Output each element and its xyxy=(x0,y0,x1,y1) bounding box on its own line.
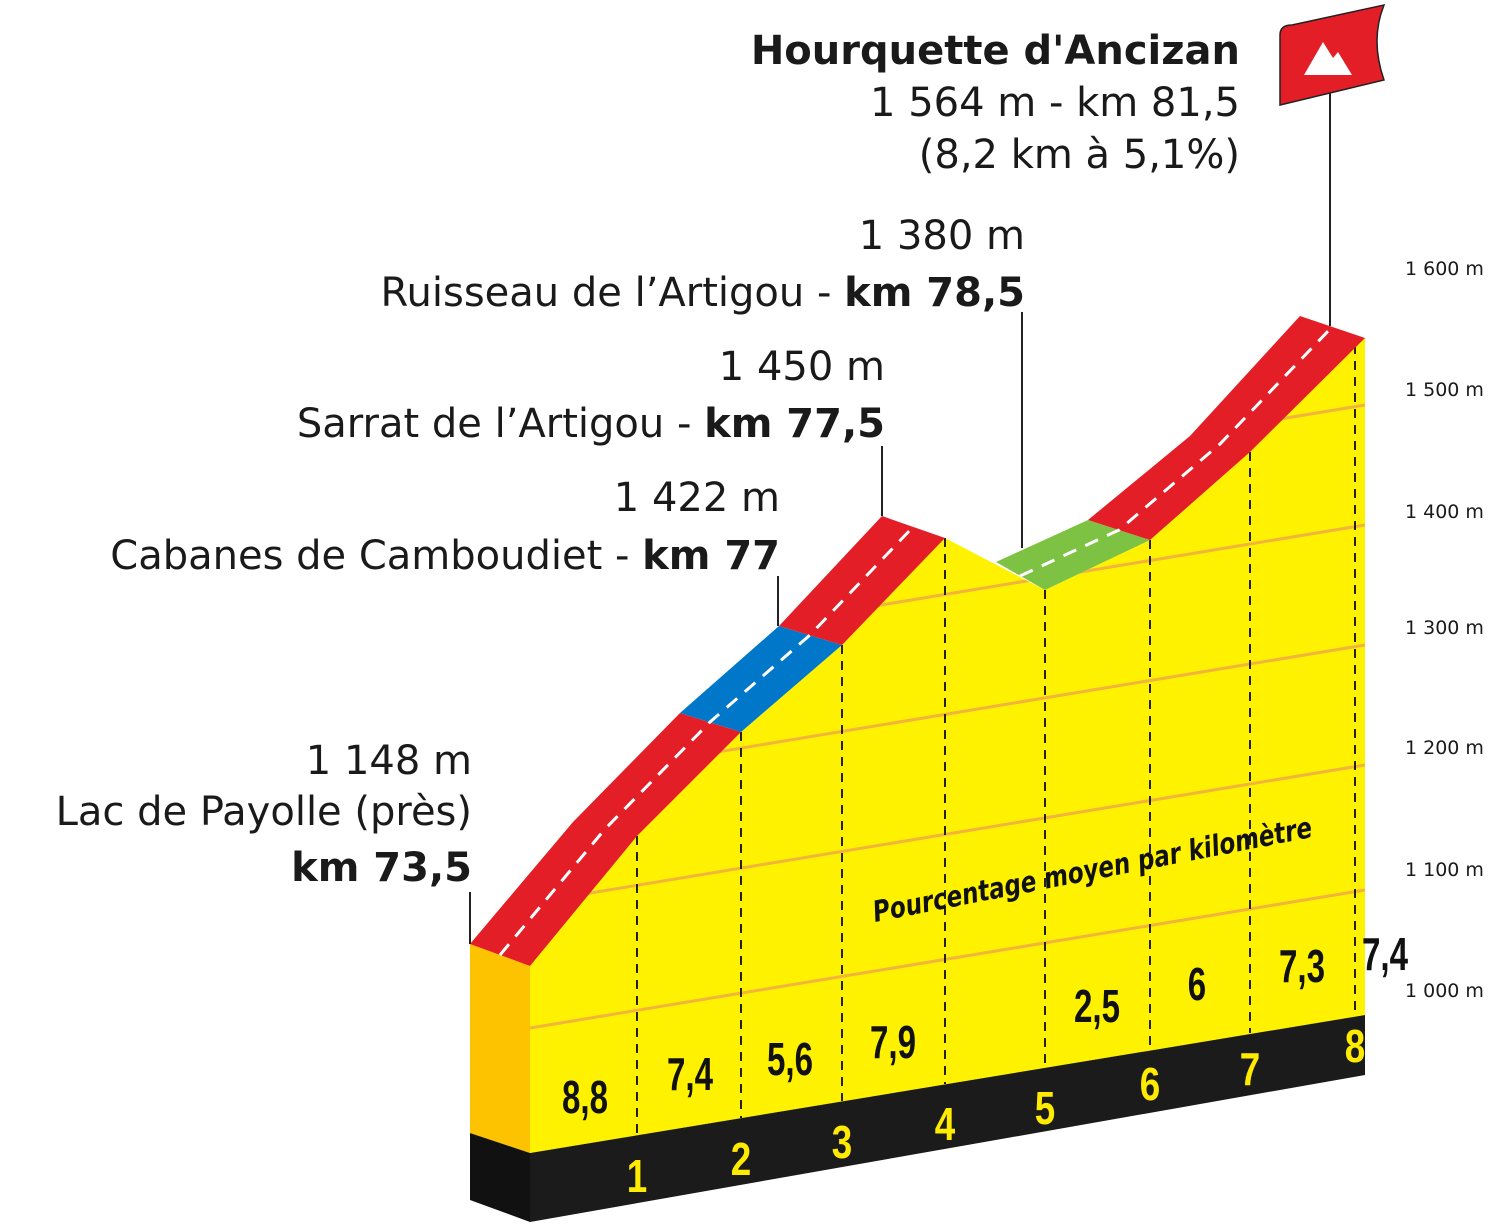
km-marker: 4 xyxy=(935,1098,955,1150)
altitude-label: 1 500 m xyxy=(1405,379,1484,401)
km-marker: 8 xyxy=(1345,1020,1365,1072)
gradient-value: 7,4 xyxy=(1362,930,1409,980)
summit-name: Hourquette d'Ancizan xyxy=(751,28,1240,74)
waypoint-name: Ruisseau de l’Artigou - xyxy=(381,270,845,316)
summit-flag xyxy=(1279,3,1386,106)
profile-face xyxy=(530,338,1365,1153)
gradient-value: 5,6 xyxy=(767,1035,813,1085)
dynamic-labels: 1 600 m 1 500 m 1 400 m 1 300 m 1 200 m 1 100… xyxy=(562,258,1484,1202)
waypoint-name: Cabanes de Camboudiet - xyxy=(110,533,642,579)
start-km: km 73,5 xyxy=(291,845,472,891)
waypoint-label: Sarrat de l’Artigou - km 77,5 xyxy=(297,401,885,447)
gradient-value: 7,9 xyxy=(870,1018,916,1068)
band-red xyxy=(1088,316,1365,540)
gradient-value: 7,3 xyxy=(1279,942,1325,992)
altitude-label: 1 400 m xyxy=(1405,501,1484,523)
gradient-value: 2,5 xyxy=(1074,982,1120,1032)
waypoint-km: km 77 xyxy=(642,533,780,579)
center-dash xyxy=(498,525,915,956)
altitude-label: 1 300 m xyxy=(1405,617,1484,639)
km-marker: 2 xyxy=(731,1133,751,1185)
start-altitude: 1 148 m xyxy=(306,738,472,784)
waypoint-name: Sarrat de l’Artigou - xyxy=(297,401,704,447)
base-front xyxy=(530,1015,1365,1222)
waypoint-altitude: 1 422 m xyxy=(614,475,780,521)
waypoint-km: km 77,5 xyxy=(704,401,885,447)
km-marker: 6 xyxy=(1140,1058,1160,1110)
base-side xyxy=(470,1133,530,1222)
summit-detail: 1 564 m - km 81,5 xyxy=(870,80,1240,126)
waypoint-altitude: 1 380 m xyxy=(859,213,1025,259)
band-red xyxy=(470,713,741,966)
waypoint-label: Cabanes de Camboudiet - km 77 xyxy=(110,533,780,579)
altitude-label: 1 100 m xyxy=(1405,859,1484,881)
km-dividers xyxy=(636,345,1356,1135)
waypoint-label: Ruisseau de l’Artigou - km 78,5 xyxy=(381,270,1025,316)
km-marker: 1 xyxy=(627,1150,647,1202)
waypoint-km: km 78,5 xyxy=(844,270,1025,316)
summit-climb: (8,2 km à 5,1%) xyxy=(919,132,1240,178)
waypoint-altitude: 1 450 m xyxy=(719,344,885,390)
mountain-icon xyxy=(1304,42,1352,75)
center-dash xyxy=(1019,325,1334,578)
altitude-label: 1 200 m xyxy=(1405,737,1484,759)
gradient-value: 7,4 xyxy=(667,1050,714,1100)
gradient-value: 6 xyxy=(1188,960,1206,1010)
band-red xyxy=(779,516,945,645)
km-marker: 7 xyxy=(1240,1043,1260,1095)
band-blue xyxy=(680,626,842,732)
altitude-label: 1 600 m xyxy=(1405,258,1484,280)
start-name: Lac de Payolle (près) xyxy=(56,789,472,835)
band-green xyxy=(996,520,1150,590)
altitude-label: 1 000 m xyxy=(1405,980,1484,1002)
profile-side xyxy=(470,944,530,1153)
km-marker: 5 xyxy=(1035,1082,1055,1134)
km-marker: 3 xyxy=(832,1116,852,1168)
gradient-value: 8,8 xyxy=(562,1073,608,1123)
